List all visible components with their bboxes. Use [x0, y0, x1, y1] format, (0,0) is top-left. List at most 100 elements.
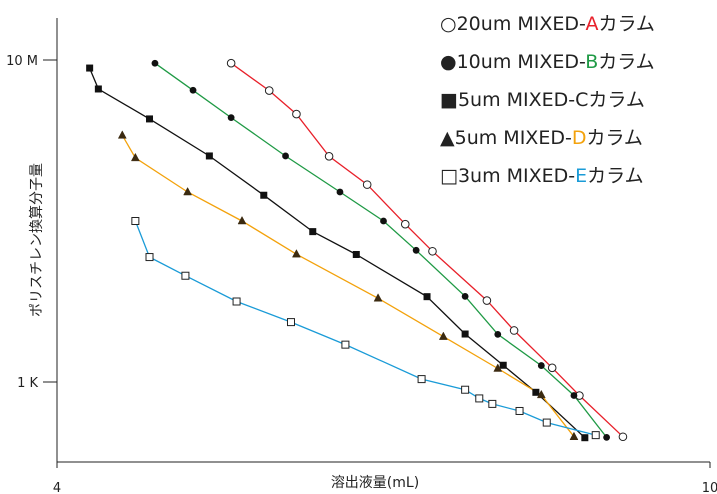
legend-suffix: カラム	[588, 89, 644, 111]
data-point-a	[618, 432, 628, 442]
legend-symbol: ▲	[440, 127, 455, 149]
data-point-d	[292, 249, 301, 258]
legend-letter: B	[585, 51, 598, 73]
legend-prefix: 10um MIXED-	[457, 51, 586, 73]
data-point-d	[569, 431, 579, 440]
y-tick-label: 10 M	[6, 54, 38, 69]
data-point-e	[232, 297, 241, 306]
legend-letter: D	[572, 127, 587, 149]
data-point-c	[205, 152, 213, 160]
data-point-d	[183, 186, 193, 196]
data-point-c	[260, 191, 268, 199]
data-point-e	[542, 418, 551, 427]
data-point-a	[324, 151, 334, 161]
data-point-c	[352, 250, 360, 258]
legend-suffix: カラム	[598, 51, 654, 73]
series-markers	[86, 58, 628, 442]
data-point-e	[181, 271, 190, 280]
data-point-a	[292, 109, 301, 119]
legend-letter: C	[575, 89, 588, 111]
data-point-e	[591, 431, 600, 440]
legend-item-c: ■5um MIXED-Cカラム	[440, 89, 645, 111]
data-point-e	[131, 217, 140, 225]
data-point-b	[461, 292, 469, 300]
legend-item-d: ▲5um MIXED-Dカラム	[440, 127, 643, 149]
data-point-d	[373, 293, 383, 302]
legend-item-a: ○20um MIXED-Aカラム	[440, 13, 655, 35]
data-point-a	[226, 58, 236, 68]
data-point-c	[581, 434, 589, 442]
x-tick-label: 4	[53, 481, 61, 494]
legend-symbol: ○	[440, 13, 457, 35]
series-line-c	[89, 67, 586, 439]
data-point-c	[499, 361, 507, 369]
legend-suffix: カラム	[598, 13, 654, 35]
data-point-c	[86, 64, 94, 72]
data-point-a	[264, 86, 274, 95]
data-point-c	[423, 293, 431, 301]
data-point-b	[380, 217, 387, 225]
data-point-b	[412, 246, 420, 254]
data-point-b	[189, 86, 197, 94]
data-point-b	[603, 433, 611, 441]
legend-letter: A	[585, 13, 598, 35]
legend-item-e: □3um MIXED-Eカラム	[440, 165, 644, 187]
data-point-a	[362, 180, 372, 189]
series-line-b	[154, 62, 608, 438]
data-point-b	[537, 362, 545, 369]
legend-prefix: 20um MIXED-	[457, 13, 586, 35]
data-point-a	[509, 326, 519, 335]
legend-suffix: カラム	[587, 165, 643, 187]
legend-prefix: 5um MIXED-	[458, 89, 575, 111]
data-point-c	[146, 115, 154, 123]
data-point-d	[536, 389, 546, 399]
series-lines	[89, 62, 624, 439]
series-line-e	[134, 220, 596, 436]
data-point-c	[94, 85, 102, 93]
data-point-b	[336, 188, 344, 196]
legend-prefix: 3um MIXED-	[458, 165, 575, 187]
legend-symbol: ■	[440, 89, 458, 111]
legend-symbol: □	[440, 165, 458, 187]
data-point-e	[145, 253, 154, 262]
data-point-e	[515, 406, 524, 415]
data-point-b	[570, 392, 578, 399]
data-point-a	[400, 219, 410, 229]
data-point-c	[532, 388, 540, 396]
series-line-d	[121, 134, 575, 438]
legend-prefix: 5um MIXED-	[455, 127, 572, 149]
legend-item-b: ●10um MIXED-Bカラム	[440, 51, 655, 73]
data-point-e	[461, 385, 470, 394]
data-point-e	[341, 340, 350, 349]
data-point-e	[286, 318, 295, 327]
data-point-a	[547, 363, 557, 373]
data-point-d	[117, 130, 127, 139]
data-point-b	[282, 152, 289, 160]
data-point-d	[493, 363, 503, 372]
data-point-e	[417, 375, 426, 384]
data-point-c	[461, 330, 469, 338]
data-point-d	[438, 331, 448, 340]
data-point-e	[475, 394, 484, 403]
y-axis-label: ポリスチレン換算分子量	[29, 163, 45, 317]
y-tick-label: 1 K	[17, 376, 38, 391]
legend-suffix: カラム	[586, 127, 642, 149]
data-point-d	[130, 152, 140, 162]
legend: ○20um MIXED-Aカラム●10um MIXED-Bカラム■5um MIX…	[440, 13, 655, 187]
x-tick-label: 10	[702, 481, 717, 494]
data-point-e	[488, 399, 497, 408]
legend-letter: E	[575, 165, 587, 187]
legend-symbol: ●	[440, 51, 457, 73]
data-point-a	[482, 296, 492, 305]
axes	[56, 18, 710, 463]
data-point-b	[494, 330, 502, 338]
data-point-b	[227, 114, 235, 122]
data-point-d	[237, 215, 247, 225]
data-point-a	[428, 246, 437, 256]
series-line-a	[230, 62, 624, 438]
data-point-b	[151, 59, 159, 67]
x-axis-label: 溶出液量(mL)	[331, 475, 419, 491]
data-point-c	[309, 228, 317, 236]
tick-group: 10 M 1 K 4 10	[6, 54, 717, 494]
